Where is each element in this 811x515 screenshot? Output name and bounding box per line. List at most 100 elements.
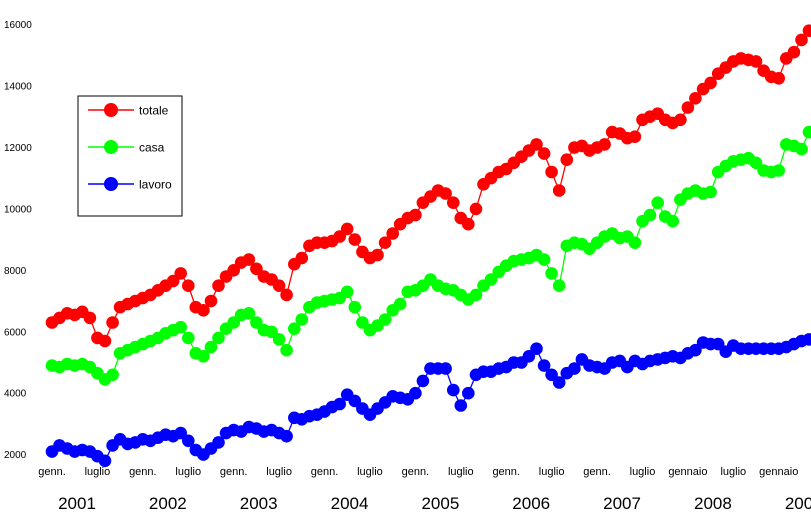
data-point-totale <box>802 24 811 37</box>
data-point-casa <box>628 236 642 249</box>
data-point-casa <box>182 331 195 345</box>
data-point-totale <box>795 33 808 47</box>
data-point-lavoro <box>409 386 422 400</box>
data-point-totale <box>704 76 717 90</box>
series-layer <box>45 24 811 468</box>
data-point-casa <box>704 185 717 199</box>
data-point-lavoro <box>439 362 452 375</box>
data-point-totale <box>182 279 195 293</box>
legend-swatch-marker <box>104 177 118 191</box>
data-point-lavoro <box>568 362 581 375</box>
data-point-totale <box>106 316 119 329</box>
x-tick-label: luglio <box>266 466 292 478</box>
x-tick-label: luglio <box>539 466 565 478</box>
legend-label: casa <box>139 141 165 155</box>
data-point-lavoro <box>212 436 225 449</box>
data-point-casa <box>772 164 785 177</box>
x-tick-label: luglio <box>720 466 746 478</box>
series-lavoro <box>45 333 811 468</box>
legend-item-casa: casa <box>88 140 165 155</box>
x-tick-label: gennaio <box>668 466 707 478</box>
data-point-lavoro <box>545 368 558 382</box>
y-axis-tick-labels: 2000 4000 6000 8000 10000 12000 14000 16000 <box>4 20 32 461</box>
x-tick-label: luglio <box>448 466 474 478</box>
series-totale <box>45 24 811 348</box>
legend-label: totale <box>139 104 169 118</box>
x-tick-label: luglio <box>357 466 383 478</box>
data-point-casa <box>348 300 362 314</box>
data-point-totale <box>272 279 286 293</box>
data-point-lavoro <box>98 454 112 468</box>
y-tick-label: 10000 <box>4 204 32 215</box>
legend-box <box>77 95 183 217</box>
data-point-totale <box>340 222 354 236</box>
data-point-lavoro <box>333 397 347 411</box>
year-label: 2009 <box>785 494 811 513</box>
data-point-lavoro <box>280 429 293 443</box>
data-point-totale <box>787 45 801 59</box>
legend-label: lavoro <box>139 178 172 192</box>
x-tick-label: luglio <box>630 466 656 478</box>
data-point-casa <box>212 331 225 345</box>
data-point-lavoro <box>454 399 468 412</box>
data-point-lavoro <box>174 426 187 440</box>
data-point-totale <box>386 227 400 240</box>
data-point-casa <box>643 208 657 222</box>
x-tick-label: genn. <box>38 466 66 478</box>
data-point-casa <box>469 288 483 302</box>
data-point-lavoro <box>530 342 543 356</box>
y-tick-label: 16000 <box>4 20 32 31</box>
y-tick-label: 6000 <box>4 327 27 338</box>
data-point-totale <box>462 217 475 231</box>
legend-item-lavoro: lavoro <box>88 177 172 192</box>
data-point-totale <box>371 248 384 262</box>
legend: totale casa lavoro <box>77 95 183 217</box>
x-axis-tick-labels: genn. luglio genn. luglio genn. luglio genn. lu… <box>38 466 798 478</box>
data-point-totale <box>530 138 543 151</box>
data-point-lavoro <box>552 376 566 389</box>
data-point-totale <box>545 165 558 179</box>
data-point-totale <box>628 130 642 143</box>
data-point-totale <box>242 253 256 266</box>
data-point-lavoro <box>689 343 702 357</box>
data-point-lavoro <box>462 386 475 400</box>
year-label: 2002 <box>149 494 187 513</box>
data-point-casa <box>295 313 309 326</box>
data-point-totale <box>689 92 702 105</box>
data-point-totale <box>674 113 687 127</box>
data-point-totale <box>83 311 97 325</box>
data-point-totale <box>560 153 574 166</box>
data-point-casa <box>795 142 808 156</box>
data-point-casa <box>174 320 187 334</box>
data-point-totale <box>197 304 210 317</box>
data-point-totale <box>166 274 180 288</box>
x-tick-label: genn. <box>402 466 430 478</box>
y-tick-label: 8000 <box>4 266 27 277</box>
series-casa <box>45 125 811 386</box>
data-point-casa <box>393 297 407 311</box>
x-axis-year-labels: 2001 2002 2003 2004 2005 2006 2007 2008 2009 <box>58 494 811 513</box>
data-point-casa <box>378 313 392 326</box>
x-tick-label: genn. <box>583 466 611 478</box>
data-point-casa <box>552 279 566 293</box>
data-point-casa <box>537 253 551 266</box>
data-point-casa <box>288 322 301 336</box>
data-point-totale <box>772 72 785 85</box>
data-point-lavoro <box>182 434 195 448</box>
data-point-casa <box>749 156 763 170</box>
data-point-totale <box>598 138 611 151</box>
data-point-totale <box>749 55 763 68</box>
data-point-lavoro <box>348 394 362 408</box>
year-label: 2008 <box>694 494 732 513</box>
data-point-totale <box>409 208 422 222</box>
data-point-totale <box>447 196 460 209</box>
data-point-totale <box>439 187 452 200</box>
data-point-totale <box>681 101 695 114</box>
year-label: 2001 <box>58 494 96 513</box>
x-tick-label: gennaio <box>759 466 798 478</box>
year-label: 2005 <box>421 494 459 513</box>
data-point-casa <box>666 214 679 228</box>
data-point-casa <box>204 340 218 354</box>
data-point-casa <box>242 307 256 320</box>
